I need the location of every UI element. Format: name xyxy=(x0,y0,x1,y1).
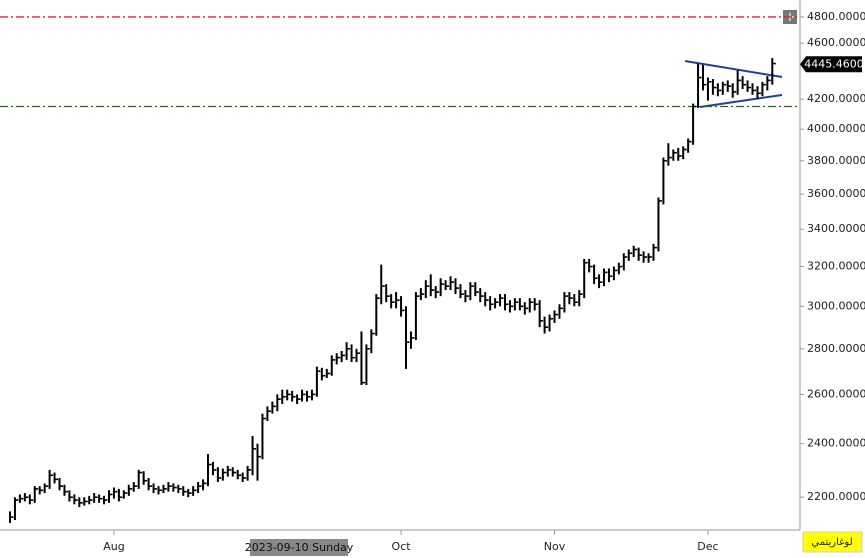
x-tick-label: Aug xyxy=(103,540,124,553)
y-tick-label: 2600.0000 xyxy=(807,387,865,400)
scale-button[interactable] xyxy=(802,531,863,553)
y-tick-label: 4200.0000 xyxy=(807,92,865,105)
scale-button-label[interactable]: لوغاريتمي xyxy=(811,537,852,548)
y-tick-label: 4800.0000 xyxy=(807,10,865,23)
y-tick-label: 3600.0000 xyxy=(807,187,865,200)
y-tick-label: 3000.0000 xyxy=(807,299,865,312)
y-tick-label: 3400.0000 xyxy=(807,222,865,235)
x-tick-label: Oct xyxy=(392,540,412,553)
y-tick-label: 2800.0000 xyxy=(807,342,865,355)
crosshair-box xyxy=(250,539,348,556)
y-tick-label: 3200.0000 xyxy=(807,260,865,273)
y-tick-label: 4600.0000 xyxy=(807,36,865,49)
last-price-label: 4445.4600 xyxy=(804,58,864,71)
y-tick-label: 4000.0000 xyxy=(807,122,865,135)
y-tick-label: 2200.0000 xyxy=(807,490,865,503)
x-tick-label: Dec xyxy=(697,540,718,553)
trendline xyxy=(699,94,783,108)
trendline xyxy=(684,60,783,78)
crosshair-label: 2023-09-10 Sunday xyxy=(245,541,354,554)
y-tick-label: 3800.0000 xyxy=(807,154,865,167)
x-tick-label: Nov xyxy=(544,540,566,553)
y-tick-label: 2400.0000 xyxy=(807,437,865,450)
last-price-tag xyxy=(800,56,862,73)
